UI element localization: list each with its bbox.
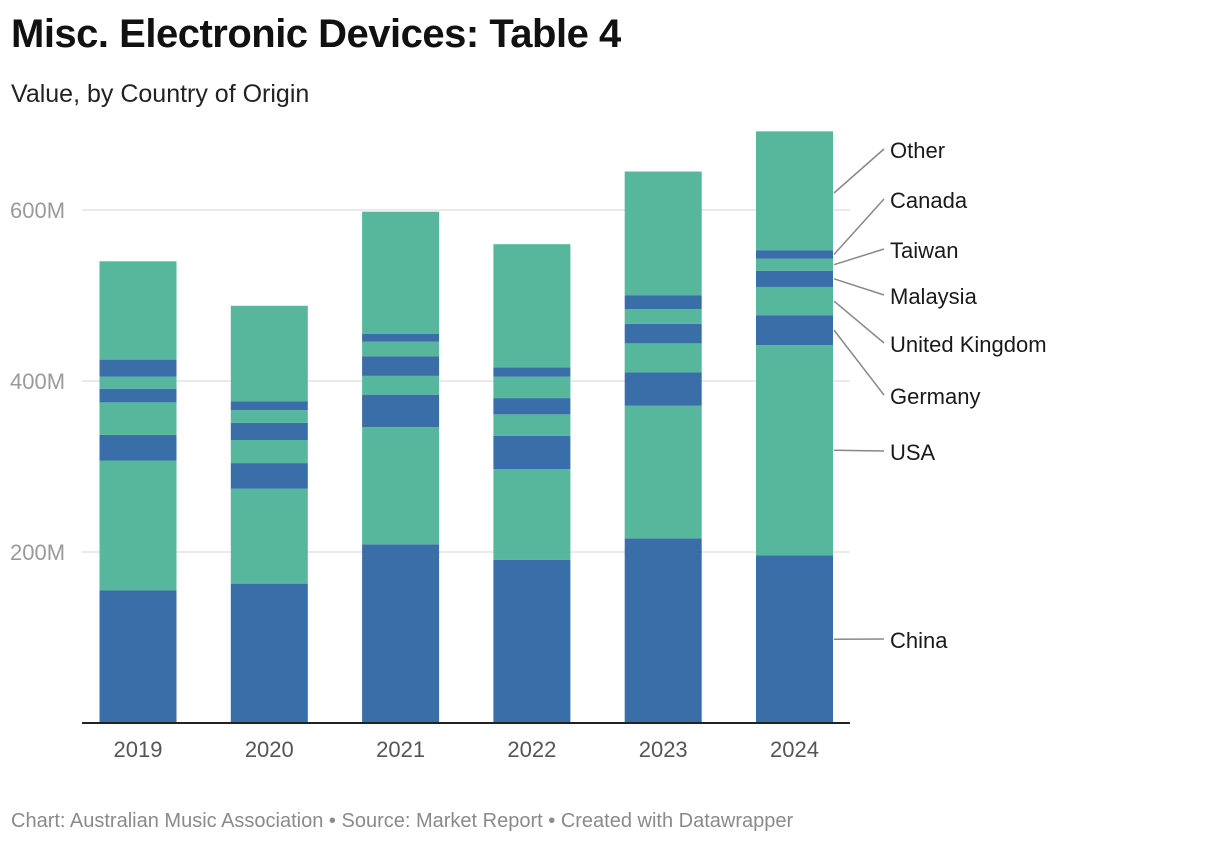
x-tick-label: 2022 [507,737,556,762]
bar-segment-taiwan [362,341,440,357]
legend-label: Malaysia [890,284,978,309]
bar-segment-united-kingdom [493,414,571,436]
legend-leader-line [833,198,885,255]
bar-segment-china [99,590,177,723]
legend-leader-line [833,329,885,396]
bar-segment-china [362,544,440,723]
legend-label: Other [890,138,945,163]
bar-segment-other [230,305,308,402]
legend-label: Canada [890,188,968,213]
footer-created: Created with Datawrapper [560,810,794,832]
y-tick-label: 400M [10,369,65,394]
bar-segment-taiwan [493,376,571,399]
legend-leader-line [833,449,885,452]
legend-leader-line [833,278,885,296]
legend-label: China [890,628,948,653]
bar-segment-germany [362,394,440,428]
bar-segment-canada [756,250,833,259]
legend-leader-line [833,148,885,194]
footer-separator: • [323,810,342,832]
bar-segment-united-kingdom [756,286,833,316]
x-tick-label: 2024 [770,737,819,762]
bar-segment-china [624,538,702,723]
bar-segment-united-kingdom [624,343,702,373]
bar-segment-malaysia [99,388,177,403]
legend-label: USA [890,440,936,465]
legend-leader-line [833,300,885,344]
y-tick-label: 200M [10,540,65,565]
bar-segment-usa [230,488,308,584]
bar-segment-germany [493,435,571,470]
bar-segment-united-kingdom [99,402,177,435]
bar-segment-malaysia [756,270,833,287]
bar-segment-taiwan [756,258,833,271]
bar-segment-other [624,171,702,296]
legend-leader-line [833,248,885,266]
bar-segment-united-kingdom [230,439,308,464]
x-tick-label: 2021 [376,737,425,762]
bar-segment-other [99,261,177,360]
footer-source: Source: Market Report [341,810,543,832]
x-tick-label: 2023 [639,737,688,762]
bar-segment-usa [493,469,571,560]
bar-segment-canada [99,359,177,377]
bar-segment-germany [99,434,177,461]
bar-segment-china [493,559,571,723]
x-tick-label: 2020 [245,737,294,762]
bar-segment-canada [230,401,308,411]
chart-title: Misc. Electronic Devices: Table 4 [11,12,621,56]
bar-segment-canada [362,333,440,342]
x-tick-label: 2019 [114,737,163,762]
y-tick-label: 600M [10,198,65,223]
bar-segment-china [756,555,833,723]
bar-segment-canada [493,367,571,377]
bar-segment-malaysia [230,422,308,440]
legend-label: United Kingdom [890,332,1047,357]
bar-segment-other [756,131,833,251]
bar-segment-usa [756,345,833,556]
bar-segment-usa [362,427,440,545]
bar-segment-germany [624,372,702,406]
chart-footer: Chart: Australian Music Association • So… [11,810,793,833]
bar-segment-taiwan [230,410,308,423]
bar-segment-malaysia [624,323,702,344]
bar-segment-germany [230,463,308,489]
footer-separator: • [542,810,561,832]
bar-segment-malaysia [493,398,571,415]
bar-segment-usa [99,460,177,591]
bar-segment-usa [624,405,702,539]
bar-segment-other [362,211,440,334]
legend-label: Taiwan [890,238,958,263]
bar-segment-united-kingdom [362,375,440,395]
bar-segment-china [230,583,308,723]
footer-credit: Chart: Australian Music Association [11,810,324,832]
legend-label: Germany [890,384,980,409]
bar-segment-taiwan [99,376,177,389]
bar-segment-taiwan [624,309,702,324]
bar-segment-canada [624,295,702,310]
chart-subtitle: Value, by Country of Origin [11,80,310,108]
bar-segment-germany [756,315,833,346]
bar-segment-malaysia [362,356,440,376]
bar-segment-other [493,244,571,368]
